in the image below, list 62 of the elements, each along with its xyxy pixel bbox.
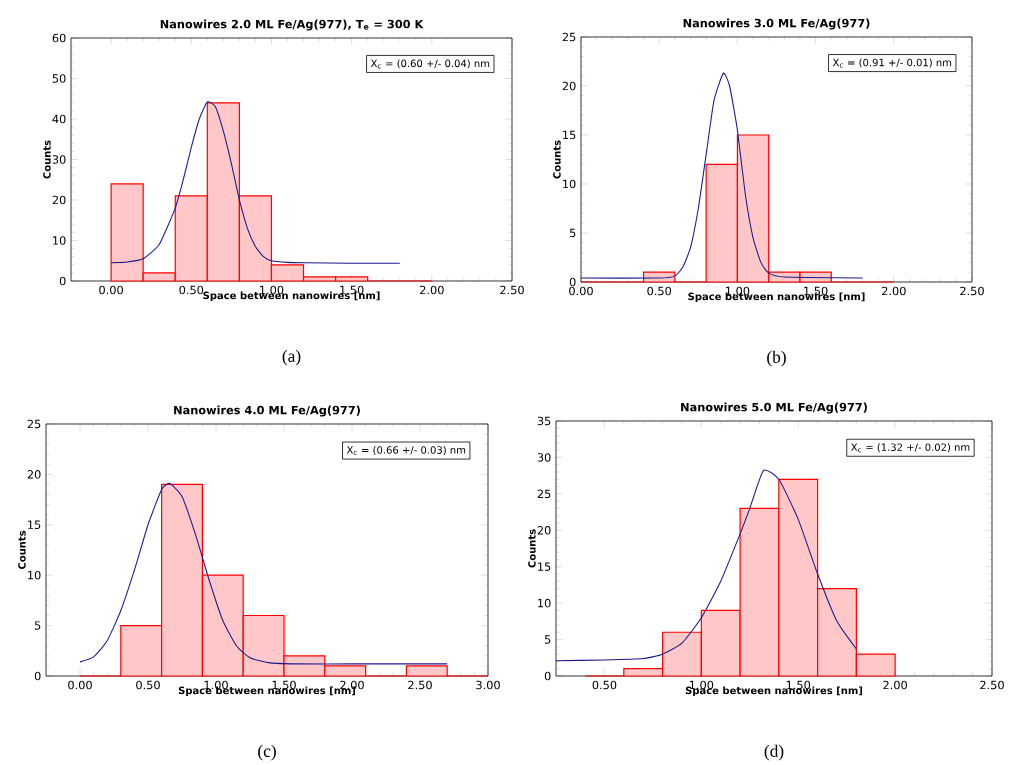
y-tick-label: 15 bbox=[28, 520, 41, 530]
x-tick-label: 0.00 bbox=[68, 680, 92, 690]
y-tick-label: 30 bbox=[537, 453, 551, 462]
annotation: X$_{c}$ = (1.32 +/- 0.02) nm bbox=[851, 443, 970, 453]
y-tick-label: 50 bbox=[52, 74, 66, 83]
y-tick-label: 15 bbox=[538, 562, 551, 571]
annotation: X$_{c}$ = (0.66 +/- 0.03) nm bbox=[346, 446, 466, 456]
line-series bbox=[79, 482, 448, 665]
line-series bbox=[580, 72, 864, 279]
y-tick-label: 60 bbox=[52, 33, 66, 43]
text: (a) bbox=[282, 349, 301, 366]
x-tick-label: 2.00 bbox=[882, 286, 906, 296]
x-tick-label: 0.50 bbox=[647, 286, 672, 296]
y-tick-label: 25 bbox=[537, 489, 551, 499]
x-tick-label: 2.50 bbox=[960, 286, 984, 296]
y-tick-label: 5 bbox=[544, 635, 551, 644]
chart-title: Nanowires 4.0 ML Fe/Ag(977) bbox=[174, 405, 360, 417]
y-tick-label: 0 bbox=[544, 671, 551, 681]
line-series bbox=[555, 469, 857, 662]
y-tick-label: 20 bbox=[537, 526, 551, 535]
y-tick-label: 15 bbox=[563, 130, 576, 140]
y-tick-label: 20 bbox=[562, 81, 576, 91]
y-tick-label: 0 bbox=[34, 671, 41, 681]
y-axis-title: Counts bbox=[43, 140, 51, 179]
x-tick-label: 0.50 bbox=[179, 285, 204, 295]
x-tick-label: 2.50 bbox=[500, 285, 524, 295]
chart-title: Nanowires 2.0 ML Fe/Ag(977), T$_{e}$ = 300 K bbox=[160, 19, 424, 31]
y-tick-label: 10 bbox=[563, 179, 576, 189]
x-tick-label: 2.00 bbox=[420, 285, 444, 295]
x-tick-label: 2.50 bbox=[408, 680, 432, 690]
y-tick-label: 40 bbox=[52, 114, 66, 124]
chart-title: Nanowires 3.0 ML Fe/Ag(977) bbox=[683, 18, 870, 30]
y-tick-label: 25 bbox=[27, 419, 41, 429]
x-tick-label: 0.00 bbox=[569, 286, 593, 296]
y-tick-label: 10 bbox=[538, 598, 551, 608]
x-tick-label: 2.50 bbox=[980, 680, 1004, 690]
x-tick-label: 0.50 bbox=[136, 680, 160, 690]
chart-title: Nanowires 5.0 ML Fe/Ag(977) bbox=[681, 402, 867, 414]
text: (b) bbox=[767, 350, 786, 367]
y-tick-label: 20 bbox=[27, 470, 41, 479]
line-series bbox=[110, 101, 401, 264]
y-tick-label: 10 bbox=[53, 236, 66, 245]
y-axis-title: Counts bbox=[528, 529, 536, 568]
text: (d) bbox=[764, 744, 784, 761]
y-tick-label: 25 bbox=[562, 32, 576, 42]
y-axis-title: Counts bbox=[553, 140, 561, 179]
x-tick-label: 2.00 bbox=[883, 680, 907, 690]
y-tick-label: 5 bbox=[569, 228, 576, 238]
y-tick-label: 20 bbox=[52, 195, 66, 205]
x-tick-label: 0.00 bbox=[99, 285, 123, 295]
y-tick-label: 0 bbox=[59, 276, 66, 286]
y-axis-title: Counts bbox=[18, 530, 26, 570]
y-tick-label: 10 bbox=[28, 570, 41, 580]
annotation: X$_{c}$ = (0.60 +/- 0.04) nm bbox=[370, 59, 490, 69]
y-tick-label: 5 bbox=[34, 621, 41, 630]
y-tick-label: 0 bbox=[569, 277, 576, 287]
y-tick-label: 30 bbox=[52, 155, 66, 164]
x-tick-label: 0.50 bbox=[592, 680, 617, 690]
annotation: X$_{c}$ = (0.91 +/- 0.01) nm bbox=[832, 58, 952, 68]
x-tick-label: 3.00 bbox=[476, 680, 500, 690]
y-tick-label: 35 bbox=[537, 416, 551, 426]
text: (c) bbox=[258, 744, 276, 761]
